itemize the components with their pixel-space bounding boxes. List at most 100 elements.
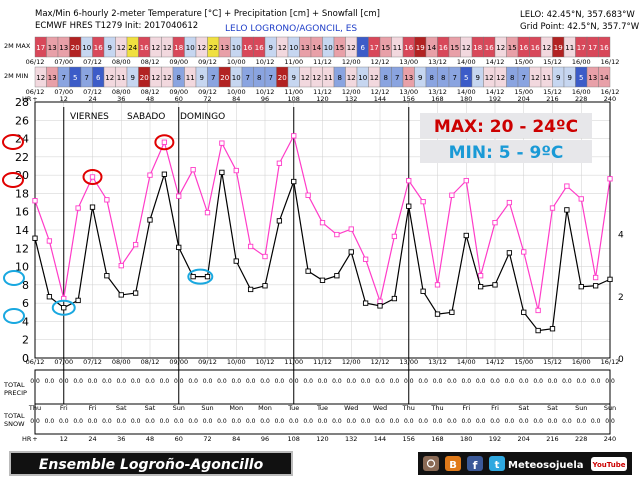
max-temp-point (276, 160, 283, 166)
max-temp-point (132, 241, 139, 248)
min-temp-cell-value: 13 (48, 74, 57, 82)
max-temp-point (564, 183, 570, 189)
max-temp-cell-value: 16 (255, 44, 264, 52)
min-temp-cell-value: 7 (62, 74, 66, 82)
max-temp-point (334, 231, 340, 238)
date-label: 07/12 (83, 358, 102, 366)
youtube-icon[interactable] (591, 457, 627, 471)
date-label: 10/12 (256, 358, 275, 366)
min-temp-point (247, 286, 254, 293)
day-label: Fri (491, 404, 499, 412)
weekday-viernes: VIERNES (70, 112, 109, 122)
min-temp-cell-value: 9 (476, 74, 480, 82)
date-label: 10/00 (227, 358, 246, 366)
max-temp-cell-value: 15 (381, 44, 390, 52)
highlight-circle (51, 299, 76, 316)
snow-value: 0.0 (332, 418, 342, 425)
precip-value: 0.0 (131, 378, 141, 385)
date-label: 12/12 (371, 358, 390, 366)
y-tick-label: 10 (15, 261, 29, 274)
min-temp-cell-value: 10 (358, 74, 367, 82)
max-temp-point (406, 177, 412, 184)
date-label: 12/00 (342, 58, 361, 66)
min-temp-cell-value: 7 (246, 74, 250, 82)
precip-value: 0.0 (246, 378, 256, 385)
min-temp-cell-value: 5 (464, 74, 468, 82)
hour-label: 36 (117, 95, 125, 103)
y2-tick-label: 2 (618, 293, 624, 303)
min-temp-cell-value: 7 (522, 74, 526, 82)
max-temp-point (262, 253, 268, 260)
hour-label: 108 (288, 435, 300, 443)
max-temp-cell-value: 17 (370, 44, 379, 52)
day-label: Thu (402, 404, 415, 412)
max-temp-cell-value: 12 (496, 44, 505, 52)
max-temp-cell-value: 12 (347, 44, 356, 52)
min-temp-cell-value: 8 (338, 74, 342, 82)
max-temp-point (434, 282, 441, 288)
y2-tick-label: 0 (618, 355, 624, 365)
hour-label: 204 (518, 435, 530, 443)
brand-name: Meteosojuela (508, 460, 584, 471)
max-temp-point (521, 249, 527, 255)
max-temp-cell-value: 16 (439, 44, 448, 52)
blogger-icon[interactable] (445, 456, 461, 471)
facebook-icon[interactable] (467, 456, 483, 471)
max-temp-point (89, 174, 96, 180)
hour-label: 180 (460, 95, 472, 103)
hour-label: 132 (345, 95, 357, 103)
min-temp-cell-value: 8 (441, 74, 445, 82)
max-temp-point (247, 243, 254, 250)
day-label: Sun (575, 404, 587, 412)
precip-value: 0.0 (30, 378, 40, 385)
min-temp-point (564, 207, 570, 213)
hour-label: 24 (88, 95, 96, 103)
hour-label: 84 (232, 95, 240, 103)
precip-value: 0.0 (231, 378, 241, 385)
day-label: Fri (60, 404, 68, 412)
min-temp-cell-value: 12 (370, 74, 379, 82)
lelo-coords: LELO: 42.45°N, 357.683°W (520, 10, 635, 20)
twitter-icon[interactable] (489, 456, 505, 471)
date-label: 06/12 (26, 58, 45, 66)
max-temp-point (46, 238, 53, 244)
precip-value: 0.0 (375, 378, 385, 385)
max-temp-cell-value: 12 (462, 44, 471, 52)
day-label: Wed (373, 404, 387, 412)
precip-value: 0.0 (116, 378, 126, 385)
min-temp-point (147, 217, 153, 223)
snow-value: 0.0 (88, 418, 98, 425)
instagram-icon[interactable] (423, 456, 439, 471)
min-label-box (420, 140, 592, 163)
date-label: 08/12 (141, 58, 160, 66)
y-tick-label: 8 (22, 279, 29, 292)
min-temp-cell-value: 20 (140, 74, 149, 82)
plot-frame (34, 101, 611, 359)
precip-value: 0.0 (519, 378, 529, 385)
min-temp-cell (598, 66, 611, 88)
date-label: 16/12 (601, 58, 620, 66)
instagram-lens (426, 459, 436, 468)
hour-label: 204 (518, 95, 530, 103)
day-row: Thu Fri Fri Sat Sat Sun Sun Mon Mon Tue Tue Wed Wed T… (28, 404, 616, 412)
max-temp-cell-value: 18 (174, 44, 183, 52)
precip-value: 0.0 (45, 378, 55, 385)
date-label: 11/12 (313, 358, 332, 366)
date-label: 16/12 (601, 358, 620, 366)
date-label: 08/12 (141, 88, 160, 96)
date-label: 11/00 (284, 88, 303, 96)
min-temp-cell-value: 12 (163, 74, 172, 82)
facebook-glyph: f (473, 459, 478, 472)
min-temp-cell-value: 8 (430, 74, 434, 82)
precip-value: 0.0 (275, 378, 285, 385)
min-temp-cell-value: 7 (395, 74, 399, 82)
min-temp-point (46, 294, 53, 300)
snow-value: 0.0 (404, 418, 414, 425)
day-label: Fri (89, 404, 97, 412)
hour-label: 12 (60, 95, 68, 103)
highlight-circle (154, 134, 175, 151)
min-temp-point (578, 284, 584, 290)
precip-value: 0.0 (145, 378, 155, 385)
date-label: 12/00 (342, 88, 361, 96)
max-temp-cell-value: 10 (324, 44, 333, 52)
